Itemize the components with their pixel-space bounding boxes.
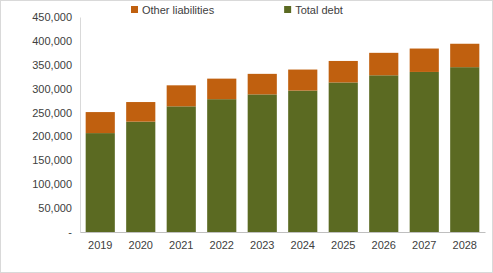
x-tick: 2021 [169, 232, 193, 251]
series [86, 44, 480, 133]
x-tick: 2022 [210, 232, 234, 251]
bar [369, 75, 398, 232]
x-tick: 2025 [331, 232, 355, 251]
x-tick-label: 2021 [169, 239, 193, 251]
x-tick-label: 2024 [291, 239, 315, 251]
x-tick-label: 2025 [331, 239, 355, 251]
bar [248, 74, 277, 95]
bar [410, 72, 439, 232]
legend: Other liabilities Total debt [131, 4, 343, 16]
bar [288, 91, 317, 232]
y-tick-label: - [68, 226, 72, 238]
bar [126, 122, 155, 232]
y-tick-label: 50,000 [38, 202, 72, 214]
bar [288, 70, 317, 91]
bar [410, 49, 439, 72]
y-tick: 100,000 [32, 178, 80, 190]
x-tick-label: 2019 [88, 239, 112, 251]
y-tick: 350,000 [32, 59, 80, 71]
x-tick: 2027 [412, 232, 436, 251]
y-tick-label: 450,000 [32, 11, 72, 23]
bar [329, 61, 358, 82]
x-tick: 2026 [372, 232, 396, 251]
chart: - 50,000 100,000 150,000 200,000 250,000 300,0… [0, 0, 493, 273]
bar [369, 53, 398, 75]
bar [207, 79, 236, 100]
x-axis: 2019 2020 2021 2022 2023 2024 2025 2026 2027 2028 [81, 232, 486, 251]
x-tick: 2020 [129, 232, 153, 251]
legend-label: Other liabilities [142, 4, 215, 16]
x-tick: 2023 [250, 232, 274, 251]
x-tick-label: 2022 [210, 239, 234, 251]
y-tick: 300,000 [32, 83, 80, 95]
bar [450, 67, 479, 232]
x-tick-label: 2023 [250, 239, 274, 251]
bar [86, 112, 115, 133]
y-tick-label: 200,000 [32, 130, 72, 142]
y-tick: 50,000 [38, 202, 80, 214]
y-tick-label: 250,000 [32, 107, 72, 119]
y-tick: 400,000 [32, 35, 80, 47]
y-tick: 450,000 [32, 11, 80, 23]
bar [167, 106, 196, 232]
y-axis: - 50,000 100,000 150,000 200,000 250,000 300,0… [32, 11, 80, 238]
bar [329, 82, 358, 232]
legend-item: Total debt [284, 4, 343, 16]
x-axis-line [81, 232, 486, 233]
chart-border [1, 1, 493, 273]
bars [86, 44, 480, 232]
bar [126, 102, 155, 122]
bar [450, 44, 479, 67]
x-tick-label: 2028 [453, 239, 477, 251]
y-tick-label: 350,000 [32, 59, 72, 71]
y-tick-label: 300,000 [32, 83, 72, 95]
x-tick: 2024 [291, 232, 315, 251]
y-tick-label: 400,000 [32, 35, 72, 47]
legend-swatch [284, 6, 291, 13]
plot: - 50,000 100,000 150,000 200,000 250,000 300,0… [32, 11, 485, 251]
y-tick: 250,000 [32, 107, 80, 119]
y-tick-label: 100,000 [32, 178, 72, 190]
x-tick-label: 2027 [412, 239, 436, 251]
x-tick-label: 2020 [129, 239, 153, 251]
y-tick: 150,000 [32, 154, 80, 166]
bar [167, 85, 196, 106]
x-tick-label: 2026 [372, 239, 396, 251]
y-tick: - [68, 226, 80, 238]
bar [86, 133, 115, 232]
y-tick-label: 150,000 [32, 154, 72, 166]
y-axis-line [80, 18, 81, 233]
legend-label: Total debt [295, 4, 343, 16]
legend-swatch [131, 6, 138, 13]
bar [248, 94, 277, 232]
legend-item: Other liabilities [131, 4, 215, 16]
series [86, 67, 480, 232]
x-tick: 2019 [88, 232, 112, 251]
y-tick: 200,000 [32, 130, 80, 142]
x-tick: 2028 [453, 232, 477, 251]
bar [207, 99, 236, 232]
